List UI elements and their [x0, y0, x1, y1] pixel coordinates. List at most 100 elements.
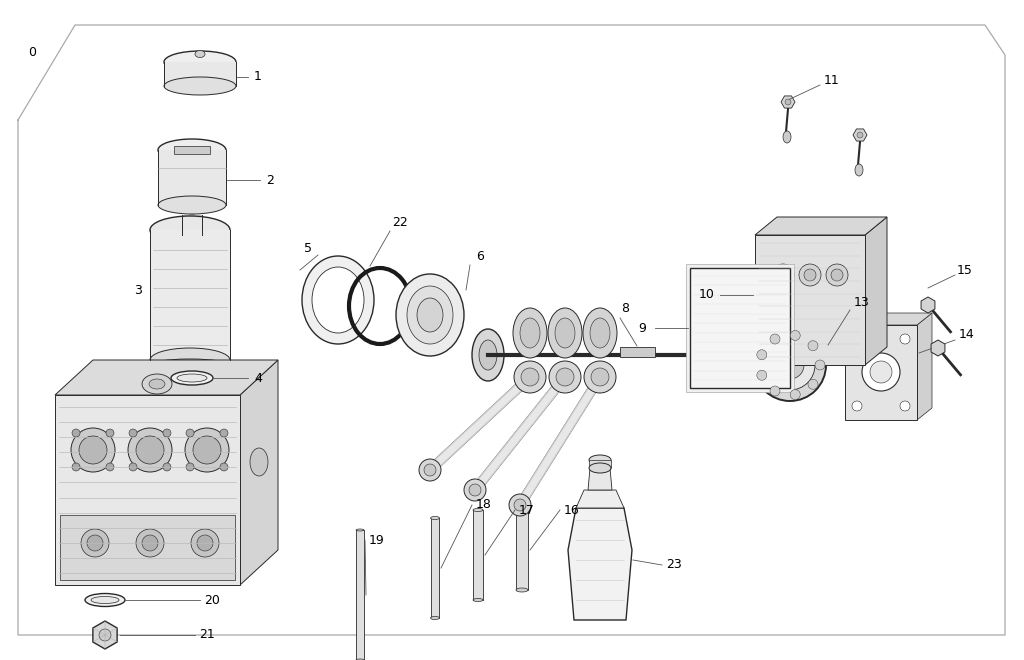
Ellipse shape [808, 379, 818, 389]
Polygon shape [55, 360, 278, 395]
Ellipse shape [514, 361, 546, 393]
Ellipse shape [312, 267, 364, 333]
Ellipse shape [783, 131, 791, 143]
Polygon shape [918, 313, 932, 420]
Ellipse shape [195, 51, 205, 57]
Ellipse shape [72, 463, 80, 471]
Polygon shape [921, 297, 935, 313]
Ellipse shape [197, 535, 213, 551]
Ellipse shape [105, 429, 114, 437]
Ellipse shape [479, 340, 497, 370]
Ellipse shape [72, 429, 80, 437]
Ellipse shape [430, 616, 439, 620]
Text: 5: 5 [304, 242, 312, 255]
Text: 17: 17 [519, 504, 535, 517]
Ellipse shape [186, 429, 194, 437]
Ellipse shape [185, 428, 229, 472]
Ellipse shape [182, 215, 202, 225]
Ellipse shape [855, 164, 863, 176]
Ellipse shape [900, 334, 910, 344]
Ellipse shape [136, 436, 164, 464]
Text: 0: 0 [28, 46, 36, 59]
Ellipse shape [549, 361, 581, 393]
Ellipse shape [589, 463, 611, 473]
Ellipse shape [302, 256, 374, 344]
Ellipse shape [150, 348, 230, 372]
Ellipse shape [770, 386, 780, 396]
Ellipse shape [158, 139, 226, 161]
Polygon shape [755, 235, 865, 365]
Ellipse shape [417, 298, 443, 332]
Ellipse shape [772, 264, 794, 286]
Ellipse shape [815, 360, 825, 370]
Ellipse shape [430, 517, 439, 519]
Polygon shape [755, 217, 887, 235]
Ellipse shape [186, 463, 194, 471]
Ellipse shape [171, 371, 213, 385]
Ellipse shape [516, 508, 528, 512]
Ellipse shape [590, 318, 610, 348]
Ellipse shape [831, 269, 843, 281]
Ellipse shape [754, 329, 826, 401]
Polygon shape [516, 510, 528, 590]
Ellipse shape [584, 361, 616, 393]
Ellipse shape [516, 588, 528, 592]
Ellipse shape [870, 361, 892, 383]
Ellipse shape [776, 351, 804, 379]
Ellipse shape [757, 350, 767, 360]
Ellipse shape [142, 374, 172, 394]
Text: 16: 16 [564, 504, 580, 517]
Ellipse shape [85, 593, 125, 607]
Ellipse shape [87, 535, 103, 551]
Ellipse shape [163, 429, 171, 437]
Ellipse shape [163, 463, 171, 471]
Ellipse shape [583, 308, 617, 358]
Polygon shape [240, 360, 278, 585]
Ellipse shape [862, 353, 900, 391]
Polygon shape [588, 468, 612, 490]
Ellipse shape [129, 429, 137, 437]
Ellipse shape [129, 463, 137, 471]
Text: 9: 9 [638, 321, 646, 335]
Ellipse shape [136, 529, 164, 557]
Ellipse shape [777, 269, 790, 281]
Ellipse shape [900, 401, 910, 411]
Ellipse shape [791, 331, 800, 341]
Ellipse shape [164, 51, 236, 73]
Ellipse shape [555, 318, 575, 348]
Ellipse shape [220, 429, 228, 437]
Polygon shape [93, 621, 117, 649]
Text: 19: 19 [369, 533, 385, 546]
Polygon shape [589, 460, 611, 468]
Polygon shape [781, 96, 795, 108]
Ellipse shape [770, 334, 780, 344]
Polygon shape [60, 515, 234, 580]
Polygon shape [690, 268, 790, 388]
Polygon shape [620, 347, 655, 357]
Polygon shape [473, 510, 483, 600]
Ellipse shape [548, 308, 582, 358]
Ellipse shape [711, 340, 729, 370]
Ellipse shape [808, 341, 818, 350]
Ellipse shape [191, 529, 219, 557]
Ellipse shape [785, 99, 791, 105]
Text: 13: 13 [854, 296, 869, 310]
Ellipse shape [81, 529, 109, 557]
Ellipse shape [857, 132, 863, 138]
Ellipse shape [513, 308, 547, 358]
Polygon shape [174, 146, 210, 154]
Ellipse shape [556, 368, 574, 386]
Polygon shape [356, 530, 364, 660]
Ellipse shape [852, 334, 862, 344]
Polygon shape [853, 129, 867, 141]
Ellipse shape [142, 535, 158, 551]
Ellipse shape [589, 455, 611, 465]
Ellipse shape [472, 329, 504, 381]
Ellipse shape [356, 659, 364, 660]
Ellipse shape [757, 370, 767, 380]
Ellipse shape [220, 463, 228, 471]
Polygon shape [150, 230, 230, 360]
Ellipse shape [150, 216, 230, 244]
Text: 2: 2 [266, 174, 274, 187]
Text: 4: 4 [254, 372, 262, 385]
